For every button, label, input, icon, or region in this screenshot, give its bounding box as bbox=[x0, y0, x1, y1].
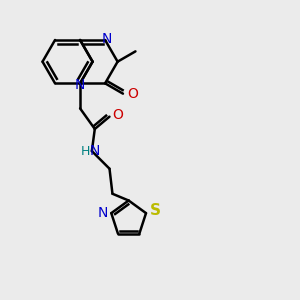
Text: O: O bbox=[128, 87, 138, 100]
Text: S: S bbox=[149, 203, 161, 218]
Text: H: H bbox=[81, 145, 90, 158]
Text: O: O bbox=[112, 108, 123, 122]
Text: N: N bbox=[90, 144, 100, 158]
Text: N: N bbox=[101, 32, 112, 46]
Text: N: N bbox=[74, 78, 85, 92]
Text: N: N bbox=[98, 206, 108, 220]
